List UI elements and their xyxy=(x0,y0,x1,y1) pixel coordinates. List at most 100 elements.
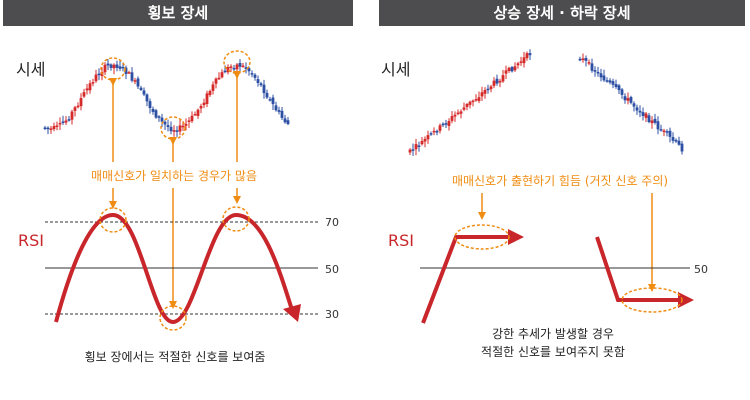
right-down-candle-body xyxy=(653,118,657,123)
left-candle-body xyxy=(223,70,227,73)
left-candle-body xyxy=(274,105,278,111)
left-candle-body xyxy=(154,110,158,118)
left-candle-body xyxy=(79,98,83,107)
right-up-candle-body xyxy=(477,97,481,101)
left-price-label: 시세 xyxy=(16,60,45,79)
right-up-candle-body xyxy=(516,63,520,66)
left-price-candles xyxy=(43,59,290,137)
left-candle-body xyxy=(121,66,125,69)
right-up-candle-body xyxy=(447,121,451,126)
left-candle-body xyxy=(73,107,77,111)
right-up-candle-body xyxy=(450,116,454,121)
left-candle-body xyxy=(49,128,53,130)
right-down-candle-body xyxy=(623,96,627,101)
left-candle-body xyxy=(193,114,197,116)
right-up-candle-body xyxy=(489,86,493,90)
left-candle-body xyxy=(187,120,191,123)
left-candle-body xyxy=(151,108,155,112)
right-up-candle-body xyxy=(498,80,502,83)
left-candle-body xyxy=(277,110,281,112)
left-rsi-curve xyxy=(54,212,294,325)
right-up-candle-body xyxy=(483,89,487,94)
left-candle-body xyxy=(205,93,209,105)
right-rsi-label: RSI xyxy=(388,231,414,250)
left-candle-body xyxy=(145,94,149,102)
right-down-candle-body xyxy=(680,143,684,152)
right-up-candle-body xyxy=(465,103,469,108)
right-down-candle-body xyxy=(581,58,585,61)
left-candle-body xyxy=(175,130,179,132)
right-up-candle-body xyxy=(522,57,526,64)
right-down-candle-body xyxy=(587,62,591,64)
left-candle-body xyxy=(226,66,230,73)
left-candle-body xyxy=(61,121,65,124)
left-panel-title: 횡보 장세 xyxy=(3,0,353,26)
left-candle-body xyxy=(262,84,266,94)
right-up-candle-body xyxy=(507,67,511,71)
left-candle-body xyxy=(46,127,50,130)
left-candle-body xyxy=(211,84,215,91)
right-up-candle-body xyxy=(411,149,415,151)
left-candle-body xyxy=(115,64,119,68)
right-up-candle-body xyxy=(471,100,475,103)
left-candle-body xyxy=(106,63,110,66)
left-candle-body xyxy=(139,87,143,90)
right-rsi-down-marker xyxy=(621,287,683,313)
right-down-candle-body xyxy=(608,80,612,83)
left-candle-body xyxy=(268,99,272,101)
left-candle-body xyxy=(172,130,176,132)
left-candle-body xyxy=(220,72,224,78)
right-up-candle-body xyxy=(501,75,505,82)
right-up-candle-body xyxy=(486,88,490,91)
right-up-candle-body xyxy=(525,53,529,59)
right-up-candle-body xyxy=(474,99,478,101)
left-signal-note: 매매신호가 일치하는 경우가 많음 xyxy=(91,169,257,183)
right-down-candle-body xyxy=(647,115,651,123)
left-candle-body xyxy=(169,126,173,132)
right-up-candle-body xyxy=(417,145,421,147)
right-rsi-up-arrowhead xyxy=(508,229,524,245)
left-candle-body xyxy=(217,77,221,80)
right-up-candle-body xyxy=(459,111,463,114)
right-down-candle-body xyxy=(638,110,642,113)
left-candle-body xyxy=(178,125,182,132)
left-candle-body xyxy=(235,64,239,70)
right-down-candle-body xyxy=(668,130,672,137)
left-rsi-arrowhead xyxy=(283,304,301,322)
right-caption-line2: 적절한 신호를 보여주지 못함 xyxy=(481,345,625,359)
left-candle-body xyxy=(43,127,47,129)
right-rsi-up-marker xyxy=(454,224,510,250)
left-candle-body xyxy=(250,73,254,75)
left-rsi-peak-marker-2 xyxy=(222,206,250,232)
left-candle-body xyxy=(184,123,188,126)
left-level-70-label: 70 xyxy=(325,216,339,229)
left-candle-body xyxy=(265,92,269,98)
left-candle-body xyxy=(133,80,137,82)
right-down-candle-body xyxy=(626,98,630,101)
right-rsi-down-line xyxy=(595,236,682,302)
left-candle-body xyxy=(76,105,80,108)
right-up-candle-body xyxy=(453,114,457,117)
right-down-candle-body xyxy=(656,121,660,130)
right-signal-note: 매매신호가 출현하기 힘듬 (거짓 신호 주의) xyxy=(452,174,668,188)
right-level-50-label: 50 xyxy=(694,263,708,276)
right-up-candle-body xyxy=(495,78,499,84)
left-candle-body xyxy=(67,119,71,121)
right-up-candle-body xyxy=(408,149,412,153)
left-candle-body xyxy=(247,68,251,72)
right-down-candle-body xyxy=(644,113,648,118)
left-candle-body xyxy=(256,79,260,83)
left-candle-body xyxy=(109,64,113,68)
right-down-candle-body xyxy=(641,112,645,116)
right-down-candle-body xyxy=(593,70,597,72)
left-rsi-label: RSI xyxy=(18,231,44,250)
right-down-candle-body xyxy=(629,97,633,103)
right-price-label: 시세 xyxy=(381,60,410,79)
left-candle-body xyxy=(85,88,89,91)
left-candle-body xyxy=(148,101,152,109)
left-rsi-peak-marker xyxy=(99,207,127,233)
left-candle-body xyxy=(190,115,194,122)
left-candle-body xyxy=(181,125,185,128)
left-caption: 횡보 장에서는 적절한 신호를 보여줌 xyxy=(85,350,266,364)
